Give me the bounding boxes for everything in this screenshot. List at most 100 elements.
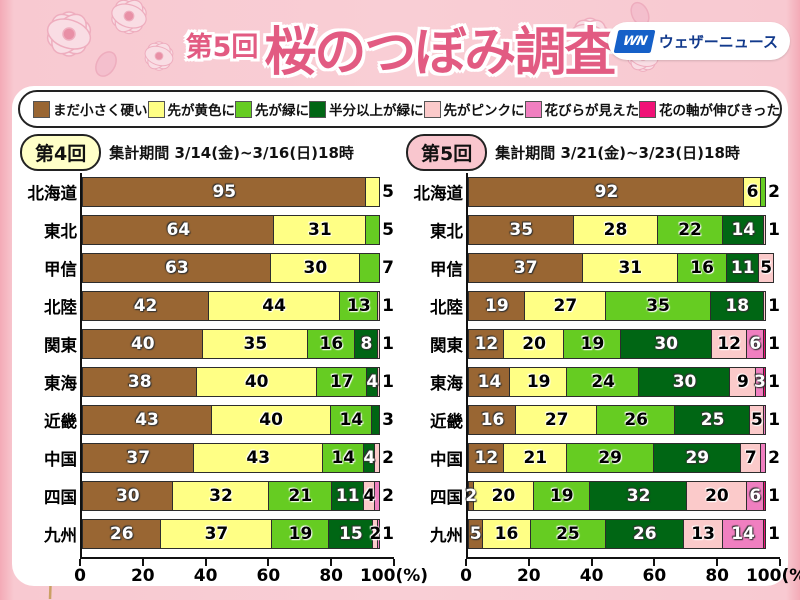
region-label: 中国 (44, 450, 77, 469)
bar-row: 2 20 19 32 20 6 1 (465, 481, 780, 511)
bar-segment: 30 (270, 253, 361, 283)
bar-segment: 42 (82, 291, 210, 321)
bar-segment: 19 (468, 291, 526, 321)
axis-tick (653, 559, 656, 566)
bar-segment: 37 (82, 443, 195, 473)
bar-row: 12 20 19 30 12 6 1 (468, 329, 780, 359)
region-label: 九州 (44, 526, 77, 545)
segment-value: 4 (366, 372, 379, 392)
region-label: 北陸 (44, 298, 77, 317)
segment-value: 35 (646, 296, 670, 316)
segment-value: 22 (678, 220, 702, 240)
bar-segment: 11 (725, 253, 760, 283)
bar-segment: 4 (363, 481, 376, 511)
region-label: 東海 (430, 374, 463, 393)
axis-tick-label: 60 (256, 566, 281, 586)
bar-segment: 18 (709, 291, 765, 321)
legend-label: 先がピンクに (443, 103, 525, 119)
bar-segment (763, 291, 767, 321)
legend-label: まだ小さく硬い (53, 103, 148, 119)
segment-value: 4 (363, 448, 376, 468)
axis-tick-label: 100(%) (745, 566, 800, 586)
bar-segment: 6 (746, 329, 765, 359)
legend-label: 先が黄色に (167, 103, 236, 119)
legend-swatch (33, 100, 50, 118)
segment-value: 29 (685, 448, 710, 468)
chart-header: 第5回 集計期間 3/21(金)~3/23(日)18時 (402, 133, 780, 171)
chart-round-5: 第5回 集計期間 3/21(金)~3/23(日)18時 北海道 東北 甲信 北陸 関東東… (402, 133, 800, 589)
bar-segment: 29 (652, 443, 742, 473)
segment-value: 35 (509, 220, 534, 240)
segment-value: 11 (730, 258, 755, 278)
segment-value: 16 (494, 524, 519, 544)
bar-segment: 38 (82, 367, 198, 397)
segment-value: 95 (212, 182, 237, 202)
segment-value: 11 (335, 486, 360, 506)
bar-row: 30 32 21 11 4 2 (82, 481, 394, 511)
axis-tick (204, 559, 207, 566)
bars-area: 95 5 64 31 5 63 30 7 42 44 13 1 40 35 16 8 1 38 40 17 4 1 43 40… (74, 173, 428, 589)
segment-value: 12 (474, 334, 499, 354)
segment-value: 27 (544, 410, 569, 430)
bar-segment: 15 (327, 519, 374, 549)
bar-segment: 35 (202, 329, 309, 359)
chart-round-4: 第4回 集計期間 3/14(金)~3/16(日)18時 北海道 東北 甲信 北陸 関東東… (16, 133, 428, 589)
segment-value: 20 (491, 486, 516, 506)
round-badge: 第4回 (20, 133, 102, 171)
bar-segment (763, 405, 767, 435)
segment-value: 29 (598, 448, 623, 468)
axis-tick-label: 0 (460, 566, 472, 586)
region-label: 北海道 (27, 184, 78, 203)
legend-swatch (309, 100, 326, 118)
region-label: 四国 (44, 488, 77, 507)
segment-value: 8 (360, 334, 373, 354)
bar-segment: 21 (268, 481, 333, 511)
bar-segment: 9 (729, 367, 757, 397)
bar-segment: 27 (524, 291, 607, 321)
segment-value: 16 (319, 334, 344, 354)
bar-segment (371, 405, 381, 435)
bar-segment: 40 (82, 329, 204, 359)
segment-value: 7 (744, 448, 757, 468)
legend-item: まだ小さく硬い (33, 99, 148, 119)
bar-segment: 37 (468, 253, 584, 283)
segment-value: 5 (469, 524, 482, 544)
axis-tick-label: 40 (193, 566, 218, 586)
segment-value: 26 (624, 410, 648, 430)
bar-row: 37 31 16 11 5 (468, 253, 780, 283)
axis-tick (393, 559, 395, 566)
bar-segment: 20 (686, 481, 748, 511)
bar-segment: 8 (354, 329, 379, 359)
segment-value: 14 (731, 220, 756, 240)
segment-value: 12 (474, 448, 499, 468)
bar-row: 14 19 24 30 9 3 1 (468, 367, 780, 397)
bar-segment: 2 (370, 519, 381, 549)
legend-swatch (639, 100, 656, 118)
bar-segment: 20 (503, 329, 565, 359)
bar-segment: 26 (82, 519, 162, 549)
segment-value: 19 (526, 372, 551, 392)
legend-swatch (147, 100, 165, 118)
bar-segment: 31 (273, 215, 367, 245)
bar-segment: 44 (207, 291, 341, 321)
bar-segment: 63 (82, 253, 272, 283)
bar-segment: 22 (656, 215, 724, 245)
bar-segment: 4 (366, 367, 379, 397)
bar-segment: 14 (468, 367, 511, 397)
segment-value: 9 (736, 372, 749, 392)
region-label: 関東 (44, 336, 77, 355)
segment-value: 37 (204, 524, 229, 544)
segment-value: 38 (127, 372, 152, 392)
bar-row: 19 27 35 18 1 (468, 291, 780, 321)
segment-value-outside: 1 (382, 334, 394, 354)
region-label: 関東 (430, 336, 463, 355)
bar-segment: 21 (503, 443, 568, 473)
bar-row: 16 27 26 25 5 1 (468, 405, 780, 435)
x-axis: 0 20 40 60 80 100(%) (460, 559, 800, 589)
segment-value: 13 (691, 524, 715, 544)
bar-segment: 40 (195, 367, 318, 397)
segment-value-outside: 3 (382, 410, 394, 430)
segment-value: 26 (109, 524, 134, 544)
segment-value: 19 (485, 296, 509, 316)
bar-row: 38 40 17 4 1 (82, 367, 394, 397)
